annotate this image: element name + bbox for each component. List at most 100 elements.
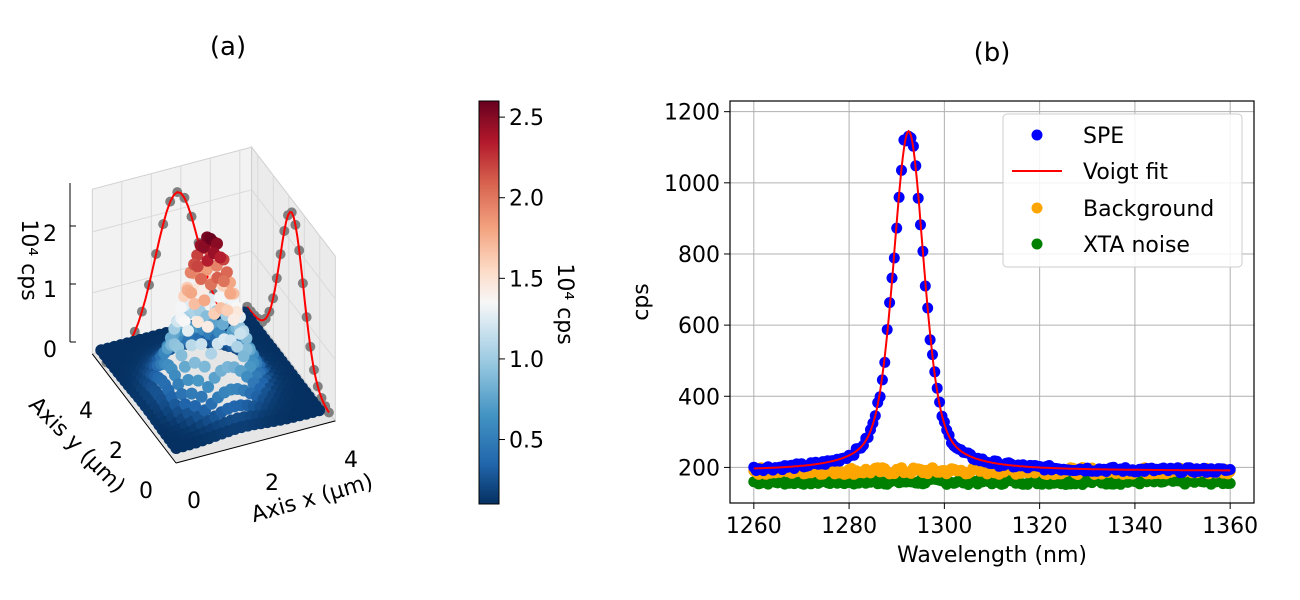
panel-a-ticks: 0 2 4 0 2 4 0 1 2 (43, 222, 358, 514)
grid-right-z-1 (251, 250, 336, 361)
surface-point-221 (216, 318, 229, 331)
surface-point-241 (200, 263, 213, 276)
xtick-label-1300: 1300 (916, 514, 972, 539)
surface-point-375 (195, 338, 208, 351)
xtick-label-1360: 1360 (1202, 514, 1258, 539)
legend-box (1002, 113, 1243, 268)
surface-point-350 (178, 360, 191, 373)
surface-point-310 (211, 237, 223, 250)
surface-point-352 (191, 316, 204, 328)
x-tick-0: 0 (187, 489, 201, 514)
y-tick-4: 4 (79, 399, 93, 424)
axis-x (175, 420, 336, 464)
series-voigt-fit-line (753, 129, 1231, 472)
point-xta-noise-200 (1224, 477, 1236, 489)
projection-fit-right (246, 210, 330, 414)
panel-b-title: (b) (974, 38, 1011, 68)
surface-point-404 (237, 350, 250, 363)
xtick-label-1340: 1340 (1107, 514, 1163, 539)
surface-point-373 (182, 374, 195, 386)
xtick-label-1280: 1280 (821, 514, 877, 539)
grid-right-z-2 (251, 189, 336, 300)
surface-point-399 (205, 347, 218, 360)
z-tick-0: 0 (43, 338, 57, 363)
surface-point-405 (244, 360, 257, 373)
panel-b-frame (729, 100, 1255, 504)
surface-point-421 (202, 381, 215, 393)
surface-point-395 (179, 398, 192, 411)
x-tick-4: 4 (344, 448, 358, 473)
colorbar-tick-label-0: 0.5 (509, 429, 544, 454)
ytick-label-400: 400 (678, 385, 720, 410)
colorbar-gradient (478, 100, 500, 505)
surface-point-376 (201, 320, 214, 333)
surface-point-396 (185, 387, 198, 400)
surface-point-379 (221, 304, 234, 317)
legend-marker-background (1031, 202, 1043, 214)
surface-point-398 (198, 360, 211, 373)
ytick-label-600: 600 (678, 314, 720, 339)
surface-point-305 (178, 315, 191, 328)
xtick-label-1260: 1260 (726, 514, 782, 539)
legend-label-background: Background (1083, 197, 1214, 222)
z-axis-label: 10⁴ cps (16, 219, 41, 300)
surface-point-372 (175, 388, 188, 401)
surface-point-403 (231, 340, 244, 353)
legend-label-xta: XTA noise (1083, 233, 1190, 258)
surface-point-353 (198, 294, 211, 307)
ytick-label-200: 200 (678, 456, 720, 481)
ytick-label-1000: 1000 (664, 172, 720, 197)
surface-point-333 (214, 251, 227, 264)
panel-b-ticks: 1260 1280 1300 1320 1340 1360 200 400 600 800 1000… (664, 101, 1258, 539)
legend-marker-spe (1031, 129, 1043, 141)
legend-marker-xta (1031, 238, 1043, 250)
colorbar-ticks: 0.5 1.0 1.5 2.0 2.5 (499, 106, 544, 454)
panel-b-ylabel: cps (629, 283, 654, 321)
x-tick-2: 2 (265, 471, 279, 496)
legend: SPE Voigt fit Background XTA noise (1002, 113, 1243, 268)
colorbar-tick-label-4: 2.5 (509, 106, 544, 131)
surface-point-329 (188, 297, 201, 310)
surface-point-351 (185, 339, 198, 352)
panel-a-surface (95, 231, 326, 454)
surface-point-306 (185, 286, 198, 299)
surface-point-308 (198, 241, 210, 253)
surface-point-237 (174, 301, 187, 314)
surface-point-330 (195, 273, 207, 285)
colorbar-tick-label-2: 1.5 (509, 267, 544, 292)
surface-point-349 (172, 378, 185, 391)
surface-point-528 (313, 404, 326, 417)
grid-back-z-2 (92, 189, 252, 233)
surface-point-307 (191, 260, 204, 273)
panel-b: (b) 1260 1280 1300 1320 1340 1360 200 400 600 800… (629, 38, 1258, 568)
z-tick-1: 1 (43, 278, 57, 303)
surface-point-356 (217, 275, 230, 288)
surface-point-243 (213, 291, 226, 304)
colorbar-label: 10⁴ cps (552, 263, 577, 344)
colorbar: 0.5 1.0 1.5 2.0 2.5 10⁴ cps (478, 100, 577, 505)
ytick-label-800: 800 (678, 243, 720, 268)
panel-b-series (748, 129, 1236, 490)
colorbar-tick-label-1: 1.0 (509, 348, 544, 373)
surface-point-357 (224, 287, 237, 300)
surface-point-327 (175, 349, 188, 362)
panel-b-grid (730, 101, 1254, 503)
surface-point-380 (227, 313, 240, 326)
surface-point-381 (234, 327, 247, 340)
surface-point-328 (182, 324, 194, 337)
surface-point-419 (189, 400, 202, 412)
axis-y (91, 353, 177, 464)
xtick-label-1320: 1320 (1012, 514, 1068, 539)
surface-point-397 (192, 374, 205, 387)
panel-a-title: (a) (210, 32, 246, 62)
z-tick-2: 2 (43, 222, 57, 247)
y-tick-0: 0 (139, 479, 153, 504)
panel-a: (a) 0 2 4 0 2 4 0 1 2 Axis x (µm) Axis y… (16, 32, 577, 528)
y-tick-2: 2 (109, 439, 123, 464)
surface-point-420 (195, 390, 208, 403)
ytick-label-1200: 1200 (664, 101, 720, 126)
legend-label-fit: Voigt fit (1083, 160, 1168, 185)
surface-point-374 (188, 356, 201, 369)
legend-label-spe: SPE (1083, 124, 1124, 149)
